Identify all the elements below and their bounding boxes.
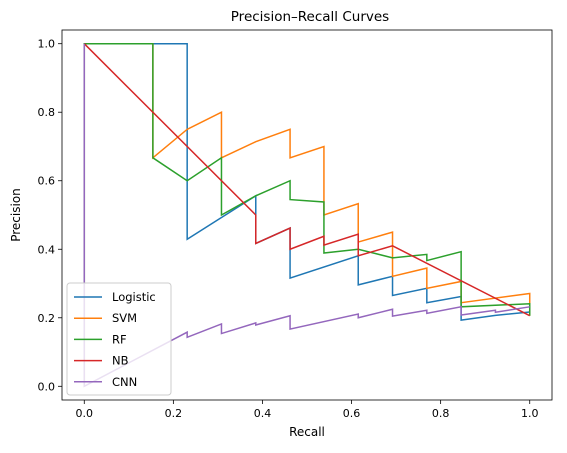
legend-label-svm: SVM bbox=[112, 311, 137, 325]
x-tick-label: 0.2 bbox=[165, 407, 183, 420]
series-line-svm bbox=[83, 42, 531, 387]
series-line-rf bbox=[83, 42, 531, 387]
legend-label-cnn: CNN bbox=[112, 375, 137, 389]
legend-label-rf: RF bbox=[112, 332, 127, 346]
series-line-cnn bbox=[83, 43, 530, 388]
x-axis-label: Recall bbox=[289, 425, 325, 439]
x-tick-label: 1.0 bbox=[521, 407, 539, 420]
y-tick-label: 0.8 bbox=[38, 106, 56, 119]
y-axis-label: Precision bbox=[9, 188, 23, 242]
y-tick-label: 0.0 bbox=[38, 380, 56, 393]
x-tick-label: 0.4 bbox=[254, 407, 272, 420]
legend-label-nb: NB bbox=[112, 354, 129, 368]
x-tick-label: 0.0 bbox=[76, 407, 94, 420]
x-axis-ticks: 0.0 0.2 0.4 0.6 0.8 1.0 bbox=[76, 400, 539, 420]
y-tick-label: 0.6 bbox=[38, 175, 56, 188]
legend-label-logistic: Logistic bbox=[112, 290, 156, 304]
y-tick-label: 0.4 bbox=[38, 243, 56, 256]
y-axis-ticks: 0.0 0.2 0.4 0.6 0.8 1.0 bbox=[38, 38, 62, 393]
series-line-nb bbox=[83, 43, 531, 317]
x-tick-label: 0.8 bbox=[432, 407, 450, 420]
y-tick-label: 0.2 bbox=[38, 312, 56, 325]
axes-frame bbox=[61, 29, 553, 401]
legend-box bbox=[66, 282, 172, 396]
series-layer bbox=[83, 42, 531, 388]
legend: Logistic SVM RF NB CNN bbox=[66, 282, 172, 396]
x-tick-label: 0.6 bbox=[343, 407, 361, 420]
chart-title: Precision–Recall Curves bbox=[231, 9, 389, 25]
y-tick-label: 1.0 bbox=[38, 38, 56, 51]
